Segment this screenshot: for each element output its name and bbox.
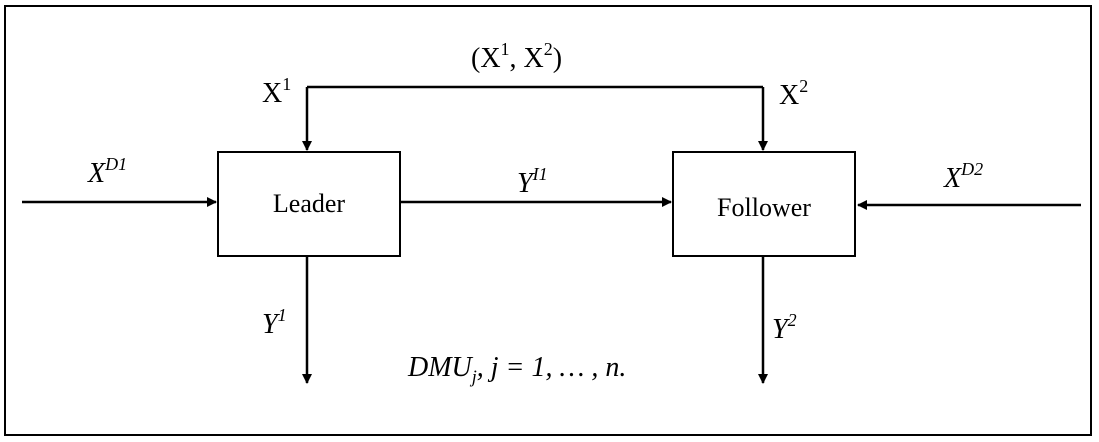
follower-box: Follower	[672, 151, 856, 257]
diagram-frame	[4, 5, 1092, 436]
y2-label: Y2	[772, 309, 797, 345]
shared-input-label: (X1, X2)	[471, 38, 563, 74]
xd1-label: XD1	[88, 153, 128, 189]
leader-box: Leader	[217, 151, 401, 257]
yi1-label: YI1	[517, 163, 548, 199]
y1-label: Y1	[262, 304, 287, 340]
xd2-label: XD2	[944, 158, 984, 194]
x2-label: X2	[779, 75, 809, 111]
x1-label: X1	[262, 73, 292, 109]
leader-label: Leader	[272, 189, 346, 218]
follower-label: Follower	[717, 193, 811, 222]
dmu-caption: DMUj, j = 1, … , n.	[408, 352, 627, 387]
